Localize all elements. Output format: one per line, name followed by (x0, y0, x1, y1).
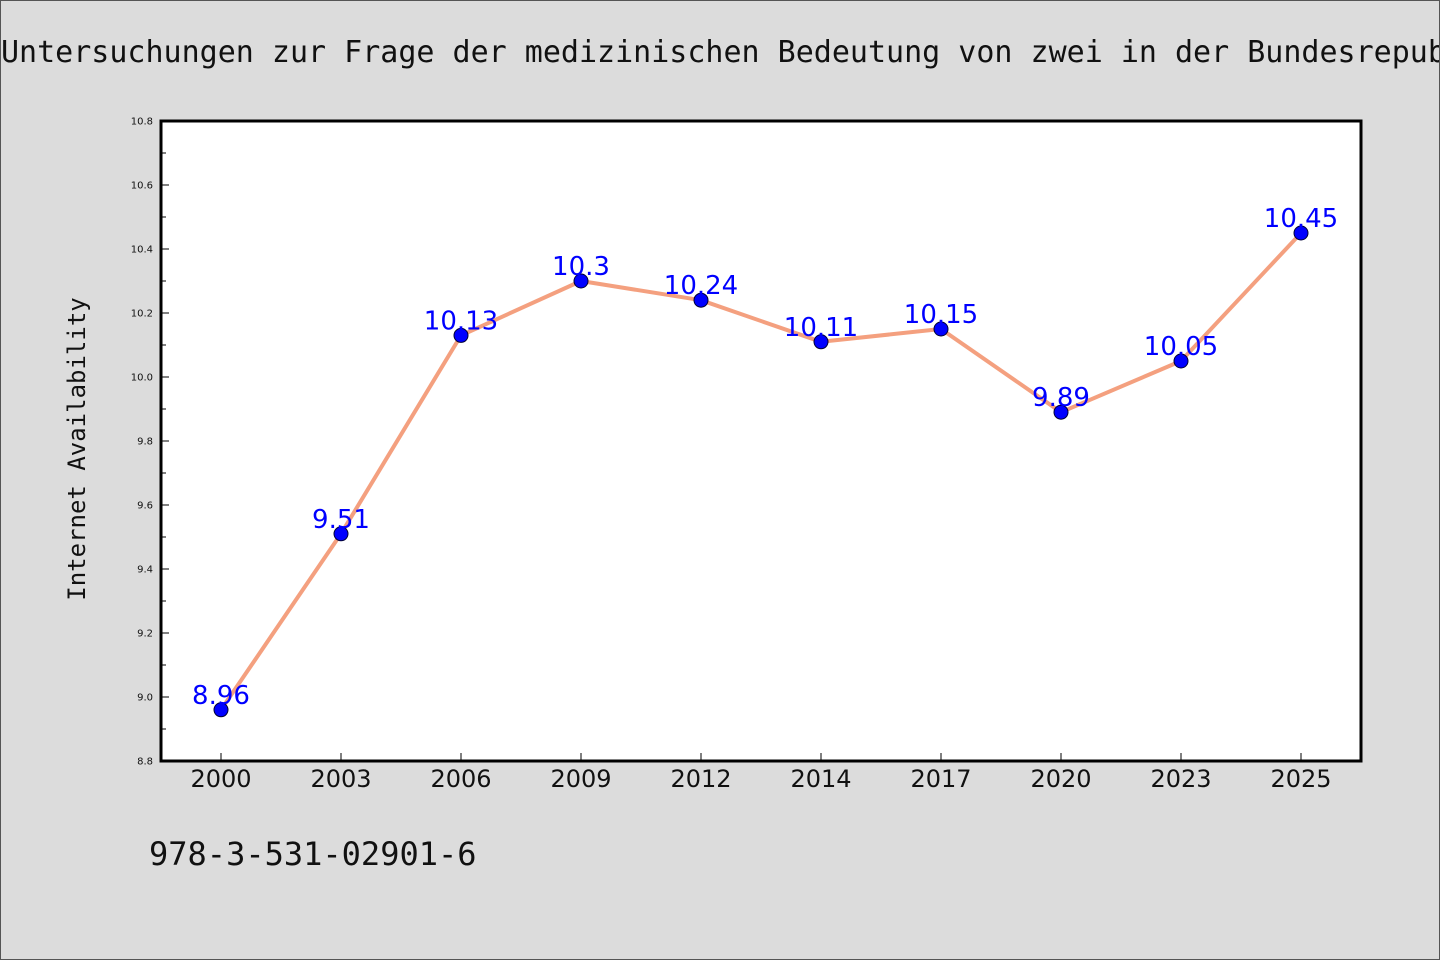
y-tick-label: 10.6 (131, 181, 153, 192)
y-tick-label: 10.2 (131, 309, 153, 320)
y-tick-label: 10.4 (131, 245, 153, 256)
data-label: 10.3 (552, 252, 610, 282)
data-point (453, 327, 469, 343)
x-tick-label: 2020 (1030, 765, 1091, 793)
data-point (933, 321, 949, 337)
x-tick-label: 2017 (910, 765, 971, 793)
y-tick-label: 8.8 (137, 757, 153, 768)
data-label: 9.89 (1032, 383, 1090, 413)
y-tick-label: 10.8 (131, 117, 153, 128)
y-tick-label: 9.0 (137, 693, 153, 704)
data-point (573, 273, 589, 289)
data-label: 10.24 (664, 271, 738, 301)
series-line (219, 231, 1303, 712)
x-tick-label: 2000 (190, 765, 251, 793)
data-label: 10.45 (1264, 204, 1338, 234)
x-tick-label: 2003 (310, 765, 371, 793)
x-tick-label: 2025 (1270, 765, 1331, 793)
plot-area (161, 121, 1361, 761)
data-point (1173, 353, 1189, 369)
data-point (333, 526, 349, 542)
data-point (1053, 404, 1069, 420)
y-tick-label: 9.8 (137, 437, 153, 448)
data-point (1293, 225, 1309, 241)
data-label: 10.13 (424, 306, 498, 336)
x-tick-label: 2023 (1150, 765, 1211, 793)
data-point (813, 334, 829, 350)
x-tick-label: 2006 (430, 765, 491, 793)
y-axis-label: Internet Availability (63, 297, 91, 600)
data-point (693, 292, 709, 308)
data-label: 10.05 (1144, 332, 1218, 362)
x-tick-label: 2012 (670, 765, 731, 793)
plot-border (159, 119, 1363, 763)
y-tick-label: 9.6 (137, 501, 153, 512)
data-point (213, 702, 229, 718)
data-label: 10.15 (904, 300, 978, 330)
chart-title: Untersuchungen zur Frage der medizinisch… (1, 35, 1440, 70)
data-label: 8.96 (192, 681, 250, 711)
data-label: 9.51 (312, 505, 370, 535)
y-tick-label: 9.4 (137, 565, 153, 576)
data-label: 10.11 (784, 313, 858, 343)
y-tick-label: 9.2 (137, 629, 153, 640)
isbn-text: 978-3-531-02901-6 (149, 835, 477, 873)
x-tick-label: 2014 (790, 765, 851, 793)
x-tick-label: 2009 (550, 765, 611, 793)
y-tick-label: 10.0 (131, 373, 153, 384)
